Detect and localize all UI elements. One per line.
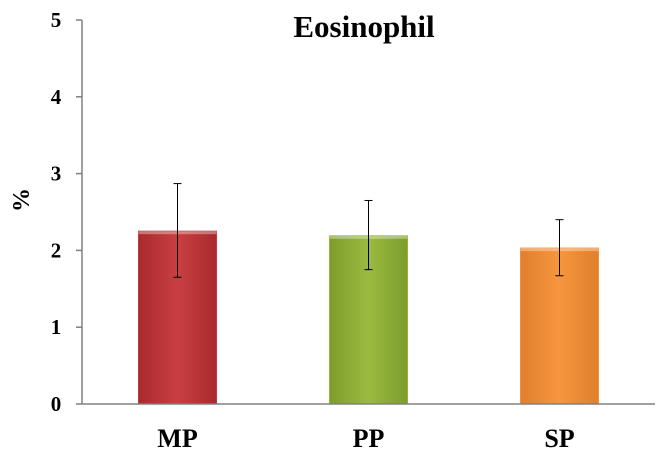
x-category-label: SP bbox=[544, 424, 574, 450]
x-category-label: MP bbox=[157, 424, 198, 450]
y-tick-label: 0 bbox=[51, 392, 62, 416]
chart-title: Eosinophil bbox=[293, 9, 435, 44]
x-category-label: PP bbox=[353, 424, 385, 450]
y-tick-label: 5 bbox=[51, 8, 62, 32]
y-tick-label: 4 bbox=[51, 85, 62, 109]
y-tick-label: 1 bbox=[51, 315, 62, 339]
y-axis-label: % bbox=[9, 188, 35, 212]
y-tick-label: 3 bbox=[51, 162, 62, 186]
y-tick-label: 2 bbox=[51, 238, 62, 262]
